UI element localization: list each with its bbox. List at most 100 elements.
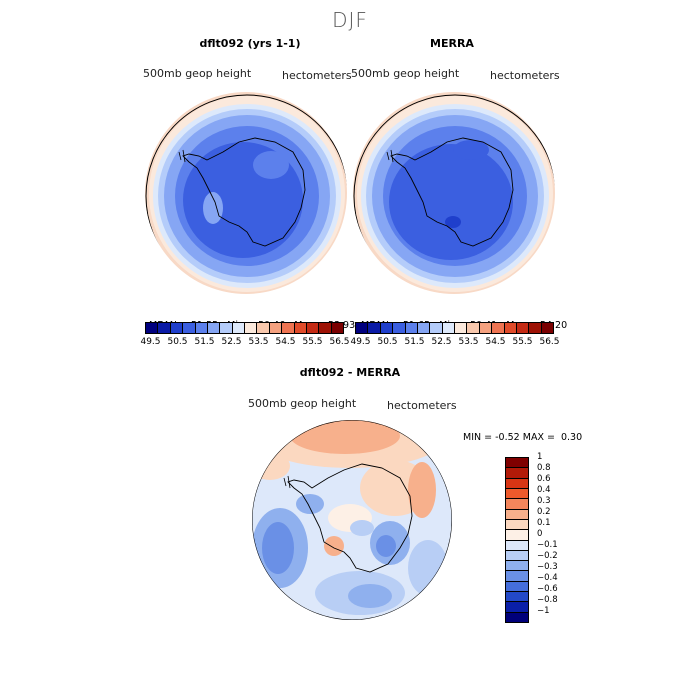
model-variable-label: 500mb geop height — [143, 67, 252, 80]
colorbar-swatch — [506, 550, 528, 562]
colorbar-tick-label: 54.5 — [485, 337, 506, 347]
colorbar-swatch — [506, 499, 528, 510]
colorbar-tick-label: 51.5 — [404, 337, 425, 347]
colorbar-swatch — [319, 323, 332, 333]
diff-max: 0.30 — [560, 432, 583, 443]
diff-min: -0.52 — [495, 432, 520, 443]
colorbar-tick-label: 52.5 — [431, 337, 452, 347]
colorbar-swatch — [506, 458, 528, 469]
colorbar-swatch — [368, 323, 381, 333]
colorbar-tick-label: −0.4 — [537, 572, 558, 583]
diff-colorbar — [505, 457, 529, 623]
colorbar-tick-label: 56.5 — [539, 337, 560, 347]
obs-panel-title: MERRA — [430, 37, 474, 50]
colorbar-swatch — [541, 323, 553, 333]
obs-colorbar — [355, 322, 554, 334]
colorbar-swatch — [430, 323, 443, 333]
colorbar-tick-label: 0 — [537, 529, 543, 539]
colorbar-tick-label: 49.5 — [350, 337, 371, 347]
colorbar-swatch — [356, 323, 369, 333]
colorbar-tick-label: 52.5 — [221, 337, 242, 347]
colorbar-tick-label: 50.5 — [167, 337, 188, 347]
model-panel-title: dflt092 (yrs 1-1) — [199, 37, 301, 50]
colorbar-swatch — [207, 323, 221, 333]
model-polar-map — [145, 92, 347, 294]
colorbar-swatch — [158, 323, 171, 333]
colorbar-swatch — [331, 323, 343, 333]
colorbar-tick-label: −1 — [537, 605, 550, 616]
colorbar-swatch — [506, 540, 528, 551]
diff-panel-title: dflt092 - MERRA — [299, 366, 401, 379]
obs-polar-map — [353, 92, 555, 294]
colorbar-swatch — [306, 323, 320, 333]
colorbar-swatch — [506, 509, 528, 520]
colorbar-swatch — [183, 323, 196, 333]
colorbar-tick-label: 53.5 — [458, 337, 479, 347]
colorbar-swatch — [516, 323, 530, 333]
diff-polar-map — [252, 420, 452, 620]
colorbar-swatch — [245, 323, 258, 333]
colorbar-swatch — [269, 323, 283, 333]
colorbar-swatch — [479, 323, 493, 333]
colorbar-swatch — [506, 612, 528, 622]
colorbar-swatch — [442, 323, 455, 333]
colorbar-swatch — [492, 323, 505, 333]
colorbar-tick-label: 0.3 — [537, 496, 551, 507]
obs-variable-label: 500mb geop height — [351, 67, 460, 80]
colorbar-swatch — [195, 323, 208, 333]
colorbar-swatch — [232, 323, 245, 333]
colorbar-swatch — [467, 323, 480, 333]
colorbar-tick-label: 51.5 — [194, 337, 215, 347]
colorbar-swatch — [506, 561, 528, 572]
colorbar-swatch — [146, 323, 159, 333]
diff-stats: MIN = -0.52 MAX = 0.30 — [463, 432, 582, 443]
colorbar-swatch — [257, 323, 270, 333]
diff-max-label: MAX = — [522, 432, 555, 443]
colorbar-tick-label: −0.2 — [537, 550, 558, 561]
colorbar-tick-label: 1 — [537, 452, 543, 463]
colorbar-swatch — [506, 519, 528, 531]
model-colorbar-labels: 49.5 50.5 51.5 52.5 53.5 54.5 55.5 56.5 — [137, 337, 353, 347]
colorbar-tick-label: 56.5 — [329, 337, 350, 347]
colorbar-tick-label: 0.2 — [537, 507, 551, 518]
colorbar-swatch — [393, 323, 406, 333]
colorbar-swatch — [506, 530, 528, 541]
colorbar-tick-label: 55.5 — [302, 337, 323, 347]
colorbar-swatch — [504, 323, 517, 333]
colorbar-tick-label: 0.8 — [537, 463, 551, 474]
colorbar-tick-label: −0.6 — [537, 583, 558, 594]
obs-colorbar-labels: 49.5 50.5 51.5 52.5 53.5 54.5 55.5 56.5 — [347, 337, 563, 347]
colorbar-swatch — [506, 488, 528, 500]
colorbar-swatch — [380, 323, 394, 333]
colorbar-swatch — [294, 323, 307, 333]
colorbar-tick-label: 50.5 — [377, 337, 398, 347]
colorbar-swatch — [506, 602, 528, 613]
colorbar-swatch — [529, 323, 542, 333]
diff-colorbar-labels: 1 0.8 0.6 0.4 0.3 0.2 0.1 0 −0.1 −0.2 −0.3 −0.4 −0.6… — [537, 451, 558, 615]
colorbar-tick-label: 55.5 — [512, 337, 533, 347]
diff-variable-label: 500mb geop height — [248, 397, 357, 410]
colorbar-swatch — [506, 468, 528, 479]
colorbar-tick-label: 0.1 — [537, 518, 551, 529]
diff-min-label: MIN = — [463, 432, 493, 443]
colorbar-swatch — [506, 581, 528, 593]
colorbar-swatch — [455, 323, 468, 333]
colorbar-tick-label: −0.3 — [537, 561, 558, 572]
colorbar-tick-label: 49.5 — [140, 337, 161, 347]
colorbar-swatch — [506, 571, 528, 582]
colorbar-swatch — [170, 323, 184, 333]
colorbar-tick-label: −0.1 — [537, 539, 558, 550]
obs-units-label: hectometers — [490, 69, 560, 82]
model-colorbar — [145, 322, 344, 334]
colorbar-swatch — [417, 323, 431, 333]
colorbar-swatch — [405, 323, 418, 333]
colorbar-tick-label: 53.5 — [248, 337, 269, 347]
model-units-label: hectometers — [282, 69, 352, 82]
figure-title: DJF — [332, 8, 368, 32]
colorbar-swatch — [220, 323, 233, 333]
colorbar-swatch — [506, 478, 528, 489]
diff-units-label: hectometers — [387, 399, 457, 412]
colorbar-tick-label: 0.6 — [537, 474, 551, 485]
colorbar-tick-label: 54.5 — [275, 337, 296, 347]
colorbar-swatch — [506, 592, 528, 603]
